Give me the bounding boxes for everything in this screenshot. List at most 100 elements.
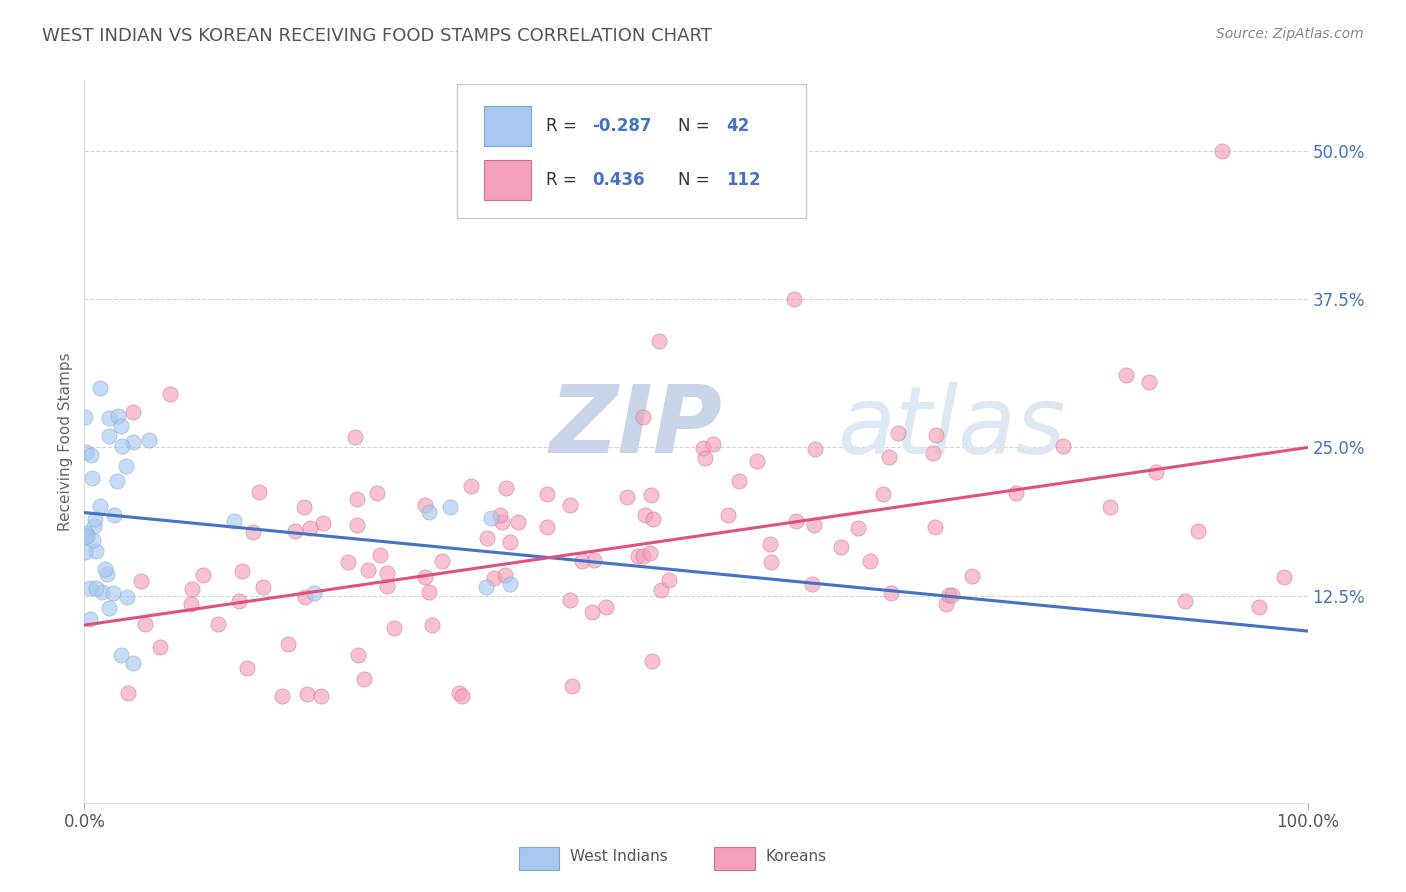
Point [375, 566, 398, 580]
Point [73, 530, 96, 544]
Bar [484, 106, 531, 145]
Point [1272, 570, 1295, 584]
Point [418, 505, 440, 519]
Point [247, 484, 270, 499]
Point [1174, 594, 1197, 608]
Point [489, 508, 512, 522]
Point [98, 428, 121, 442]
Point [499, 535, 522, 549]
Point [97, 410, 120, 425]
Point [717, 508, 740, 523]
Point [846, 521, 869, 535]
Point [94, 561, 117, 575]
Point [560, 498, 582, 512]
Point [80, 448, 103, 462]
Point [231, 564, 253, 578]
Point [631, 409, 654, 424]
Point [650, 582, 672, 597]
Point [924, 520, 946, 534]
Point [872, 487, 894, 501]
Point [728, 475, 751, 489]
Point [82, 471, 104, 485]
Point [506, 515, 529, 529]
Point [641, 511, 664, 525]
Point [84, 544, 107, 558]
Point [336, 555, 359, 569]
Point [107, 409, 129, 423]
Point [180, 597, 202, 611]
Point [134, 616, 156, 631]
Point [292, 500, 315, 515]
Point [103, 586, 125, 600]
Point [312, 516, 335, 530]
Point [346, 492, 368, 507]
Point [110, 648, 132, 662]
Point [357, 563, 380, 577]
Point [84, 512, 107, 526]
Point [447, 686, 470, 700]
Point [785, 514, 807, 528]
Point [277, 637, 299, 651]
Point [759, 537, 782, 551]
Point [105, 475, 128, 489]
Point [79, 612, 101, 626]
Point [1187, 524, 1209, 538]
Point [73, 544, 96, 558]
Point [353, 673, 375, 687]
Text: 42: 42 [727, 117, 749, 135]
Point [633, 549, 655, 563]
Point [1137, 376, 1160, 390]
Point [1247, 600, 1270, 615]
Point [494, 568, 516, 582]
Point [377, 579, 399, 593]
Point [191, 568, 214, 582]
Point [859, 554, 882, 568]
Point [302, 586, 325, 600]
Point [695, 450, 717, 465]
Point [887, 425, 910, 440]
Point [91, 584, 114, 599]
Point [73, 410, 96, 425]
Point [925, 428, 948, 442]
Point [82, 533, 104, 548]
Text: 112: 112 [727, 171, 761, 189]
Text: Koreans: Koreans [766, 849, 827, 864]
Point [804, 442, 827, 457]
Point [75, 445, 97, 459]
Point [343, 430, 366, 444]
Point [581, 605, 603, 619]
Point [1144, 466, 1167, 480]
Point [439, 500, 461, 514]
Point [298, 521, 321, 535]
Point [430, 554, 453, 568]
Point [495, 481, 517, 495]
Point [640, 488, 662, 502]
Point [561, 679, 583, 693]
Point [1004, 485, 1026, 500]
Point [368, 548, 391, 562]
Point [1052, 439, 1074, 453]
Point [413, 499, 436, 513]
Point [595, 600, 617, 615]
Point [638, 546, 661, 560]
Point [284, 524, 307, 538]
Point [103, 508, 125, 523]
Point [935, 597, 957, 611]
Point [224, 514, 246, 528]
Point [460, 479, 482, 493]
Point [451, 689, 474, 703]
Point [1211, 145, 1233, 159]
Point [474, 581, 496, 595]
Point [149, 640, 172, 654]
Point [295, 687, 318, 701]
Point [571, 554, 593, 568]
Point [759, 555, 782, 569]
Bar [714, 847, 755, 870]
Point [626, 549, 648, 563]
Text: ZIP: ZIP [550, 381, 723, 473]
Point [536, 519, 558, 533]
Point [97, 601, 120, 615]
Point [960, 569, 983, 583]
Point [1098, 500, 1121, 515]
Point [228, 594, 250, 608]
